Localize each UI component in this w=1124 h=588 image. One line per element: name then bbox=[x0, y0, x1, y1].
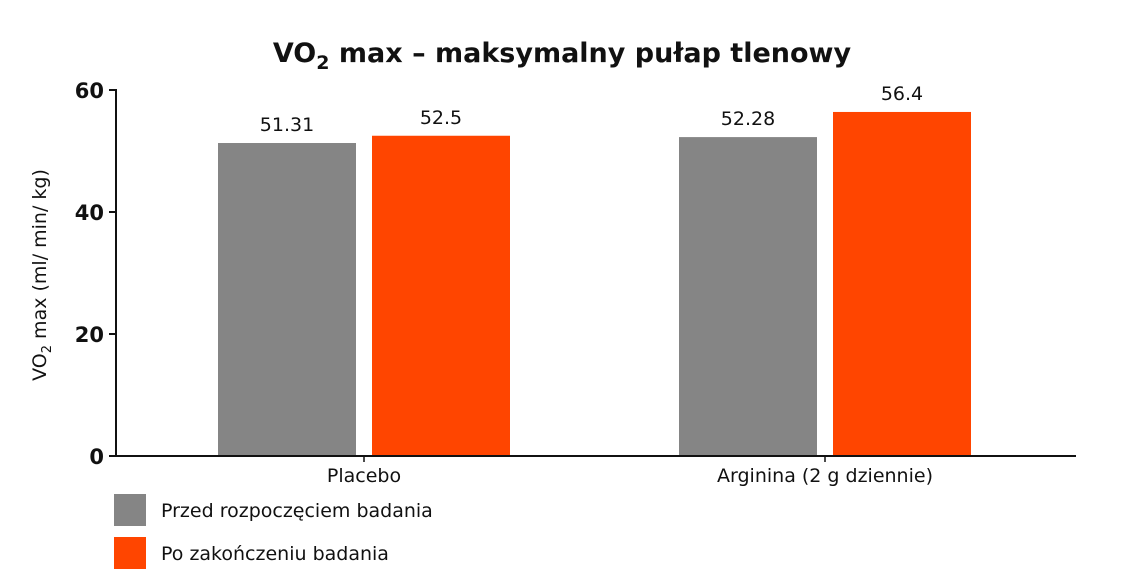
x-axis-ticks: Placebo Arginina (2 g dziennie) bbox=[327, 456, 933, 487]
y-tick-label: 20 bbox=[75, 323, 104, 347]
bar-after-0 bbox=[372, 135, 510, 456]
y-tick-label: 40 bbox=[75, 201, 104, 225]
data-label: 51.31 bbox=[260, 114, 314, 136]
bar-before-1 bbox=[679, 137, 817, 457]
legend: Przed rozpoczęciem badania Po zakończeniu… bbox=[114, 494, 433, 569]
y-tick-label: 0 bbox=[89, 445, 104, 469]
data-label: 56.4 bbox=[881, 83, 923, 105]
data-label: 52.28 bbox=[721, 108, 775, 130]
legend-swatch bbox=[114, 537, 146, 569]
y-axis-ticks: 0 20 40 60 bbox=[75, 79, 116, 469]
chart-title: VO2 max – maksymalny pułap tlenowy bbox=[273, 38, 852, 74]
legend-label: Przed rozpoczęciem badania bbox=[161, 500, 433, 522]
x-tick-label: Placebo bbox=[327, 465, 401, 487]
bar-after-1 bbox=[833, 111, 971, 457]
data-label: 52.5 bbox=[420, 107, 462, 129]
bars bbox=[218, 111, 971, 457]
legend-label: Po zakończeniu badania bbox=[161, 543, 389, 565]
legend-swatch bbox=[114, 494, 146, 526]
y-axis-label: VO2 max (ml/ min/ kg) bbox=[29, 169, 55, 381]
data-labels: 51.31 52.5 52.28 56.4 bbox=[260, 83, 923, 136]
bar-before-0 bbox=[218, 143, 356, 456]
x-tick-label: Arginina (2 g dziennie) bbox=[717, 465, 933, 487]
y-tick-label: 60 bbox=[75, 79, 104, 103]
